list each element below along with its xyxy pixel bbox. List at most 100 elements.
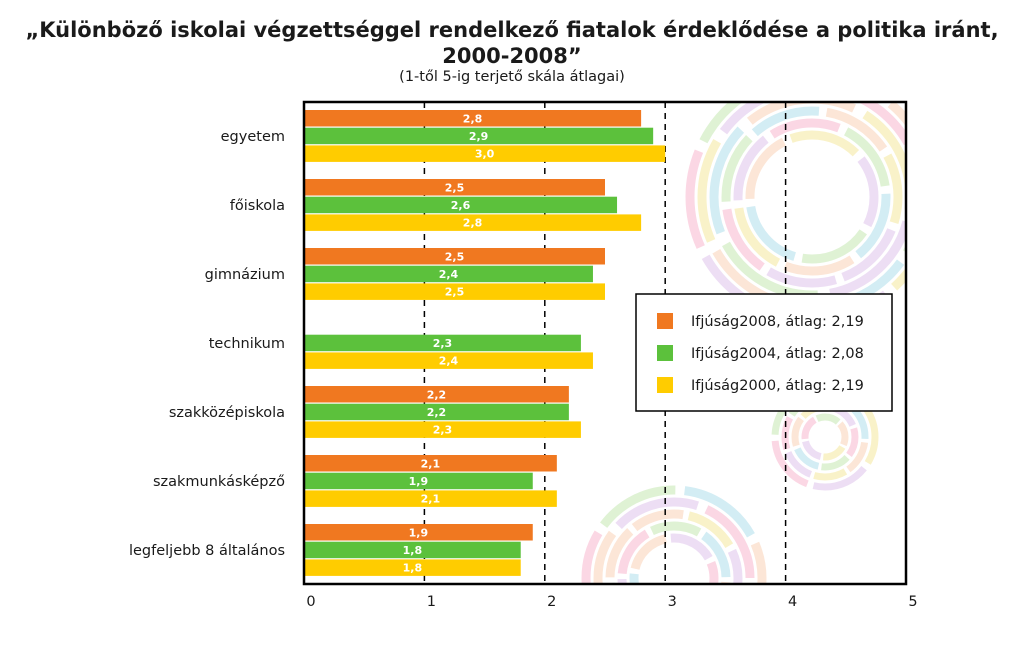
decor-ring: [581, 485, 767, 584]
bar: [304, 265, 593, 283]
bar: [304, 403, 569, 421]
decor-ring: [745, 130, 879, 264]
data-label: 1,8: [403, 562, 423, 575]
decor-ring: [771, 383, 879, 491]
decor-ring: [745, 130, 879, 264]
decor-ring: [685, 102, 906, 324]
bar: [304, 110, 642, 127]
decor-ring: [801, 413, 849, 461]
decor-ring: [733, 118, 891, 276]
bars: 2,8 2,9 3,0 2,5 2,6 2,8 2,5 2,4 2,5 2,3 2,4 2,2 2,2 2…: [304, 110, 666, 576]
decor-ring: [771, 383, 879, 491]
decor-ring: [629, 533, 719, 584]
category-labels: egyetem főiskola gimnázium technikum szakköz…: [129, 129, 285, 559]
legend: Ifjúság2008, átlag: 2,19 Ifjúság2004, átl…: [635, 293, 893, 412]
data-label: 2,4: [439, 268, 459, 281]
data-label: 2,1: [421, 493, 441, 506]
x-tick-label: 5: [908, 594, 917, 610]
decor-ring: [721, 106, 903, 288]
data-label: 2,3: [433, 337, 453, 350]
bar: [304, 352, 593, 369]
decor-ring: [593, 497, 755, 584]
bar: [304, 196, 618, 214]
x-tick-label: 1: [427, 594, 436, 610]
legend-swatch: [657, 313, 673, 329]
bar: [304, 490, 557, 507]
data-label: 1,9: [409, 475, 429, 488]
bar: [304, 386, 569, 403]
data-label: 2,3: [433, 424, 453, 437]
x-tick-label: 3: [668, 594, 677, 610]
data-label: 2,5: [445, 286, 465, 299]
decor-ring: [605, 509, 743, 584]
data-label: 2,4: [439, 355, 459, 368]
decor-ring: [791, 403, 859, 471]
decor-ring: [745, 130, 879, 264]
category-label: főiskola: [230, 198, 285, 214]
decor-ring: [791, 403, 859, 471]
decor-ring: [801, 413, 849, 461]
bar: [304, 283, 605, 300]
category-label: szakközépiskola: [169, 405, 285, 421]
decor-ring: [801, 413, 849, 461]
category-label: gimnázium: [205, 267, 285, 283]
decor-ring: [593, 497, 755, 584]
decor-ring: [733, 118, 891, 276]
bar: [304, 524, 533, 541]
decor-ring: [697, 102, 906, 312]
legend-label: Ifjúság2004, átlag: 2,08: [691, 346, 864, 362]
data-label: 3,0: [475, 148, 495, 161]
decor-ring: [617, 521, 731, 584]
category-label: technikum: [209, 336, 285, 352]
decor-ring: [629, 533, 719, 584]
category-label: szakmunkásképző: [153, 474, 285, 490]
bar: [304, 179, 605, 196]
bar: [304, 145, 666, 162]
decor-ring: [709, 102, 906, 300]
data-label: 1,9: [409, 526, 429, 539]
legend-box: [635, 293, 893, 412]
decor-ring: [781, 393, 869, 481]
bar: [304, 472, 533, 490]
chart-subtitle: (1-től 5-ig terjető skála átlagai): [399, 69, 625, 85]
decor-ring: [629, 533, 719, 584]
chart-title-line2: 2000-2008”: [442, 44, 582, 68]
decor-ring: [593, 497, 755, 584]
category-label: egyetem: [221, 129, 285, 145]
data-label: 2,8: [463, 217, 483, 230]
decor-ring: [581, 485, 767, 584]
legend-swatch: [657, 377, 673, 393]
legend-label: Ifjúság2000, átlag: 2,19: [691, 378, 864, 394]
decor-ring: [745, 130, 879, 264]
decor-ring: [721, 106, 903, 288]
decor-ring: [801, 413, 849, 461]
decor-ring: [781, 393, 869, 481]
category-label: legfeljebb 8 általános: [129, 543, 285, 559]
bar: [304, 248, 605, 265]
data-label: 2,5: [445, 250, 465, 263]
bar: [304, 541, 521, 559]
x-tick-label: 2: [547, 594, 556, 610]
x-tick-label: 4: [788, 594, 797, 610]
bar: [304, 421, 581, 438]
decor-ring: [733, 118, 891, 276]
decor-ring: [733, 118, 891, 276]
x-tick-label: 0: [306, 594, 315, 610]
data-label: 1,8: [403, 544, 423, 557]
data-label: 2,2: [427, 388, 447, 401]
decor-ring: [721, 106, 903, 288]
data-label: 2,1: [421, 457, 441, 470]
data-label: 2,2: [427, 406, 447, 419]
decor-ring: [721, 106, 903, 288]
bar: [304, 334, 581, 352]
x-tick-labels: 0 1 2 3 4 5: [306, 594, 917, 610]
decor-ring: [791, 403, 859, 471]
data-label: 2,5: [445, 181, 465, 194]
plot-frame: [302, 100, 908, 586]
legend-swatch: [657, 345, 673, 361]
data-label: 2,6: [451, 199, 471, 212]
bar: [304, 559, 521, 576]
bar: [304, 214, 642, 231]
decor-ring: [581, 485, 767, 584]
